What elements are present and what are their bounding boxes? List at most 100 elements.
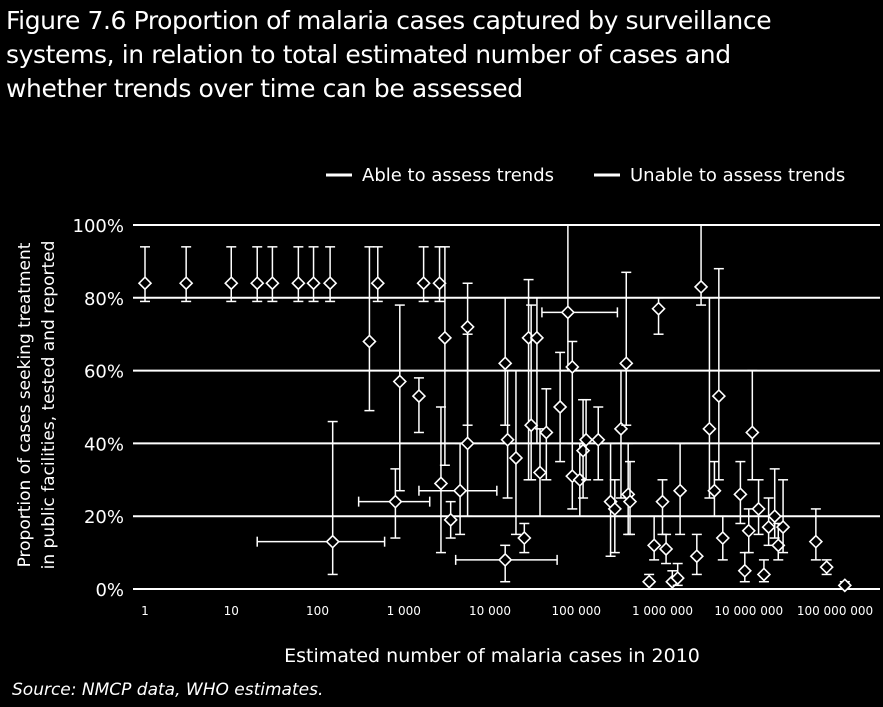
diamond-marker [432,276,447,291]
data-point [658,533,674,565]
diamond-marker [137,276,153,291]
data-point [524,304,539,481]
data-point [179,246,194,303]
x-tick-label: 1 [141,604,149,618]
diamond-marker [693,279,709,295]
diamond-marker [658,541,674,557]
data-point [689,533,704,576]
data-point [578,398,594,481]
data-point [607,479,622,554]
diamond-marker [437,330,453,345]
x-axis-label: Estimated number of malaria cases in 201… [284,645,700,667]
data-point [751,479,766,536]
diamond-marker [179,276,194,291]
diamond-marker [647,538,662,553]
diamond-marker [642,574,657,589]
diamond-marker [532,465,548,480]
x-tick-label: 100 [306,604,329,618]
diamond-marker [607,501,622,517]
diamond-marker [498,552,513,568]
data-point [137,246,153,303]
diamond-marker [325,534,340,549]
diamond-marker [578,432,594,447]
diamond-marker [689,549,704,564]
data-point [647,515,662,561]
title-line-3: whether trends over time can be assessed [6,74,523,103]
chart-title: Figure 7.6 Proportion of malaria cases c… [6,4,878,106]
data-point [693,224,709,306]
diamond-marker [761,519,776,535]
diamond-marker [370,276,385,291]
diamond-marker [670,570,685,586]
diamond-marker [751,501,766,517]
y-tick-label: 20% [84,507,124,528]
title-line-1: Figure 7.6 Proportion of malaria cases c… [6,6,772,35]
diamond-marker [224,276,239,291]
x-tick-label: 1 000 [387,604,421,618]
data-point [733,460,748,525]
diamond-marker [819,560,834,575]
data-point [622,460,638,536]
diamond-marker [591,432,606,447]
legend-label-unable: Unable to assess trends [630,165,845,186]
data-point [454,544,558,583]
diamond-marker [771,538,786,553]
diamond-marker [619,356,634,371]
x-tick-label: 100 000 [551,604,601,618]
data-point [672,442,688,536]
data-point [433,406,449,554]
diamond-marker [622,494,638,509]
diamond-marker [500,432,515,447]
data-point [224,246,239,303]
y-axis-label-line-2: in public facilities, tested and reporte… [39,241,59,570]
x-tick-label: 10 [224,604,239,618]
diamond-marker [392,374,407,389]
data-point [741,508,756,554]
data-point [837,578,852,593]
y-axis-tick-labels: 0% 20% 40% 60% 80% 100% [73,216,124,601]
y-tick-label: 40% [84,434,124,455]
data-point [655,479,670,536]
data-points [137,224,852,593]
data-point [370,246,385,303]
diamond-marker [529,330,545,345]
diamond-marker [702,421,717,436]
y-axis-label-line-1: Proportion of cases seeking treatment [15,242,35,567]
data-point [711,267,726,481]
x-tick-label: 1 000 000 [632,604,693,618]
data-point [808,508,823,561]
diamond-marker [362,334,377,349]
diamond-marker [433,476,449,491]
data-point [460,333,475,517]
x-tick-label: 10 000 [469,604,511,618]
diamond-marker [250,276,265,291]
data-point [651,297,666,335]
y-axis-label: Proportion of cases seeking treatment in… [15,241,59,570]
data-point [552,351,568,463]
data-point [761,497,776,547]
x-tick-label: 100 000 000 [797,604,873,618]
diamond-marker [539,425,554,440]
diamond-marker [756,567,772,582]
data-point [392,304,407,492]
legend-label-able: Able to assess trends [362,165,554,186]
data-point [291,246,306,303]
data-point [702,297,717,499]
diamond-marker [411,388,427,404]
diamond-marker [745,425,760,440]
diamond-marker [460,436,475,451]
data-point [517,522,532,554]
data-point [715,515,730,561]
diamond-marker [498,356,513,371]
diamond-marker [575,443,591,458]
diamond-marker [388,494,403,509]
data-point [322,246,338,303]
diamond-marker [775,519,791,535]
y-tick-label: 60% [84,362,124,383]
data-point [621,442,636,536]
data-point [707,460,722,517]
diamond-marker [565,359,580,375]
data-point [411,377,427,434]
data-point [265,246,280,303]
